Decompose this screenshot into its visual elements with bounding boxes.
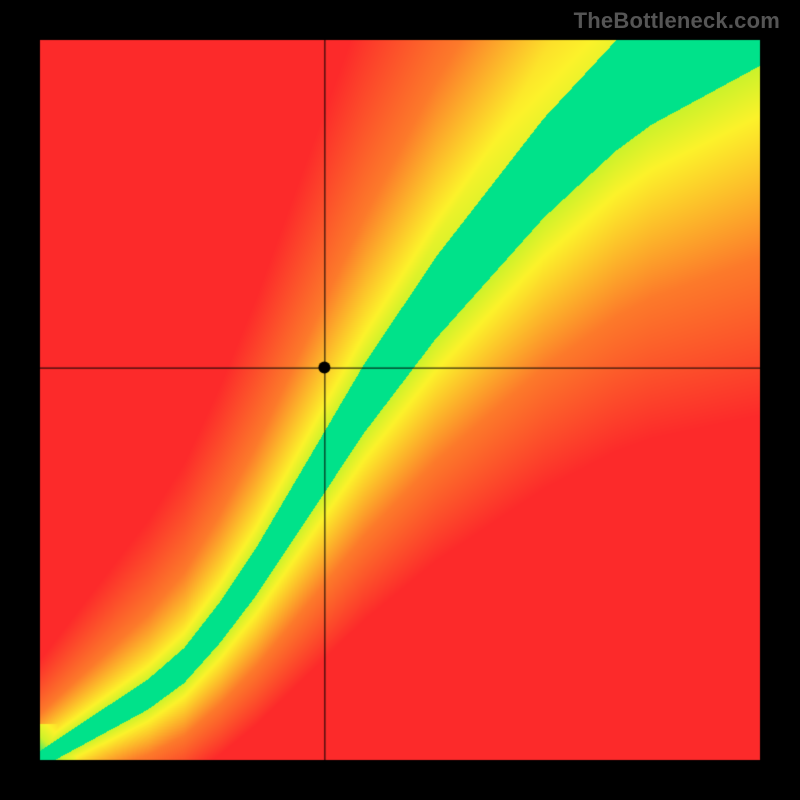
heatmap-canvas: [0, 0, 800, 800]
chart-container: TheBottleneck.com: [0, 0, 800, 800]
watermark-text: TheBottleneck.com: [574, 8, 780, 34]
